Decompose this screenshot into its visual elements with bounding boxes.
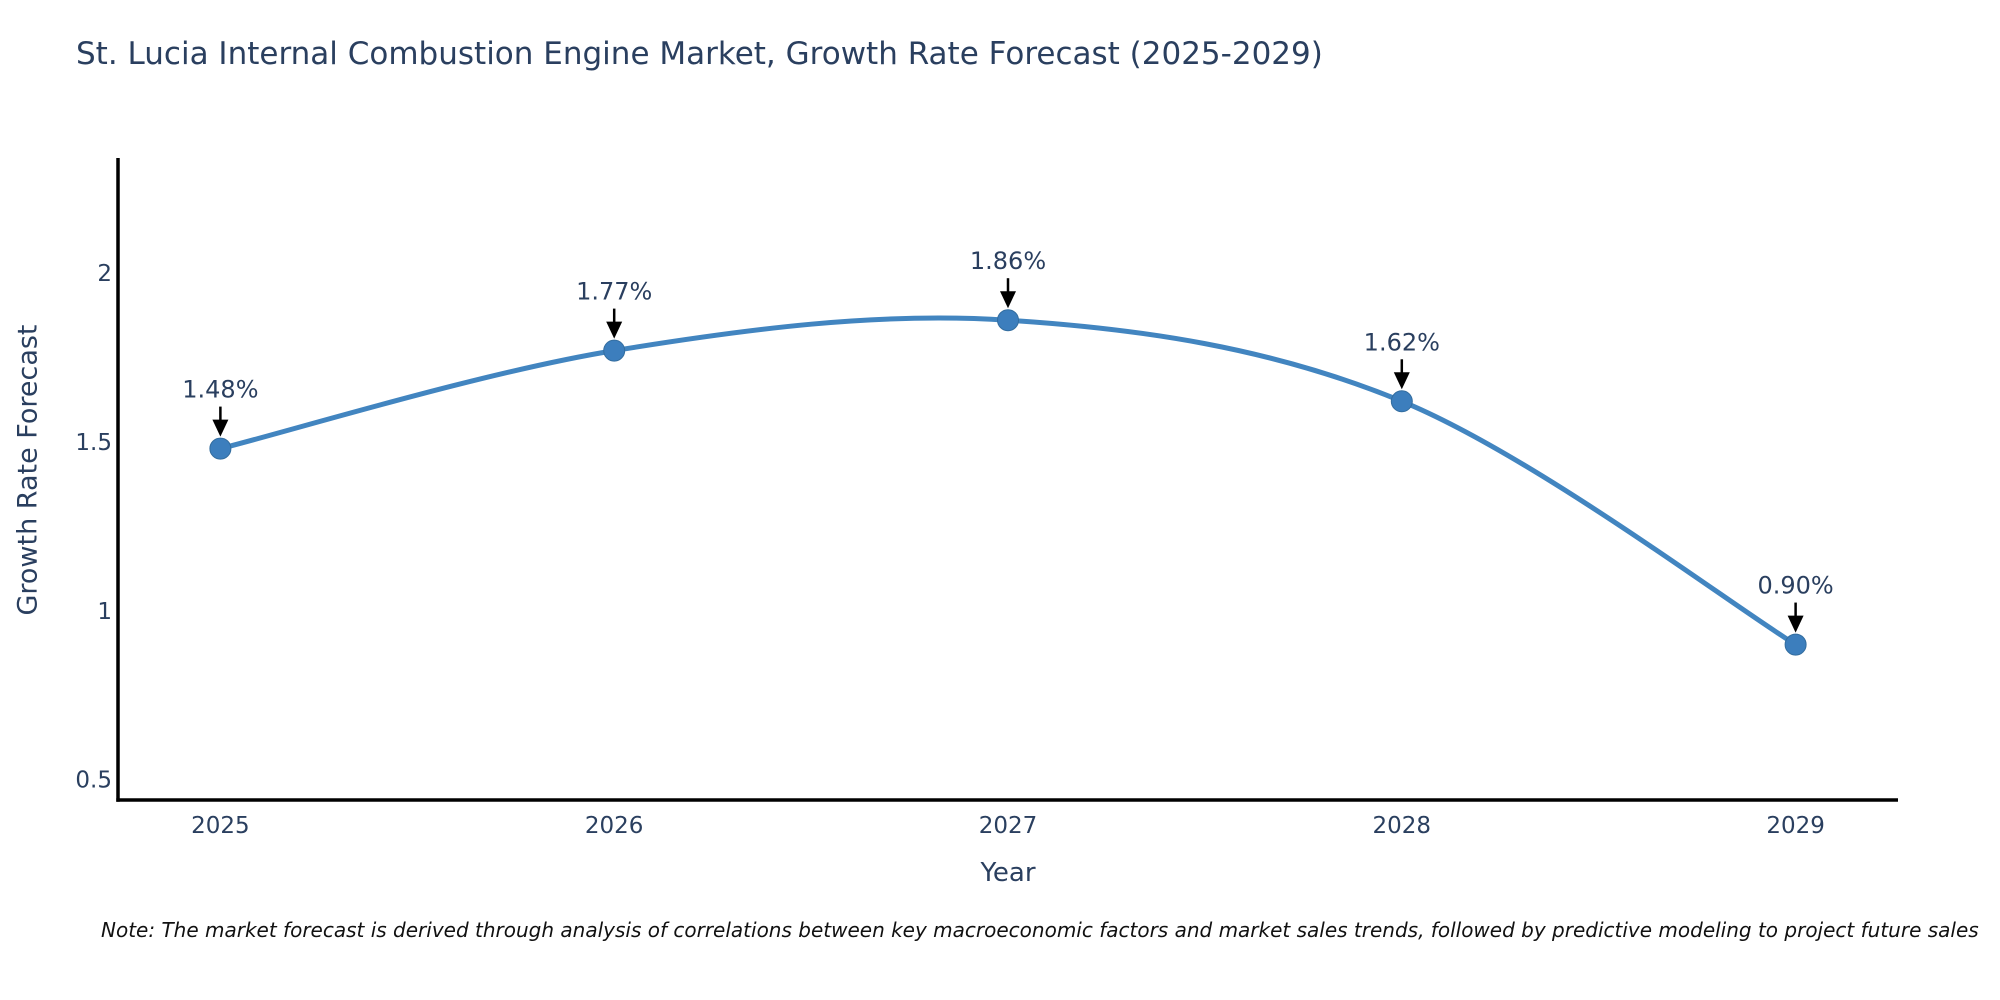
point-value-label: 1.62% xyxy=(1364,328,1440,356)
footnote: Note: The market forecast is derived thr… xyxy=(101,918,1979,942)
point-value-label: 0.90% xyxy=(1757,572,1833,600)
y-tick-label: 2 xyxy=(97,261,112,287)
annotation-arrow-head xyxy=(212,419,229,437)
data-point-2029 xyxy=(1784,633,1807,656)
data-point-2025 xyxy=(209,437,232,460)
x-tick-label: 2026 xyxy=(585,813,644,839)
annotation-arrow-head xyxy=(1000,291,1016,309)
x-tick-label: 2028 xyxy=(1373,813,1432,839)
y-tick-label: 1.5 xyxy=(75,430,112,456)
x-tick-label: 2027 xyxy=(979,813,1038,839)
x-tick-label: 2025 xyxy=(191,813,250,839)
chart-title: St. Lucia Internal Combustion Engine Mar… xyxy=(76,36,1323,72)
annotation-arrow-head xyxy=(1787,615,1804,633)
annotation-arrow-head xyxy=(1393,372,1410,390)
point-value-label: 1.77% xyxy=(576,278,652,306)
annotation-arrow-head xyxy=(606,321,623,339)
x-axis-title: Year xyxy=(980,858,1036,888)
data-point-2028 xyxy=(1390,390,1413,413)
trend-line xyxy=(217,315,1799,648)
point-value-label: 1.86% xyxy=(970,247,1046,275)
y-tick-label: 0.5 xyxy=(75,768,112,794)
point-value-label: 1.48% xyxy=(182,376,258,404)
data-point-2026 xyxy=(603,339,626,362)
y-tick-label: 1 xyxy=(97,599,112,625)
x-tick-label: 2029 xyxy=(1766,813,1825,839)
data-point-2027 xyxy=(997,309,1019,332)
